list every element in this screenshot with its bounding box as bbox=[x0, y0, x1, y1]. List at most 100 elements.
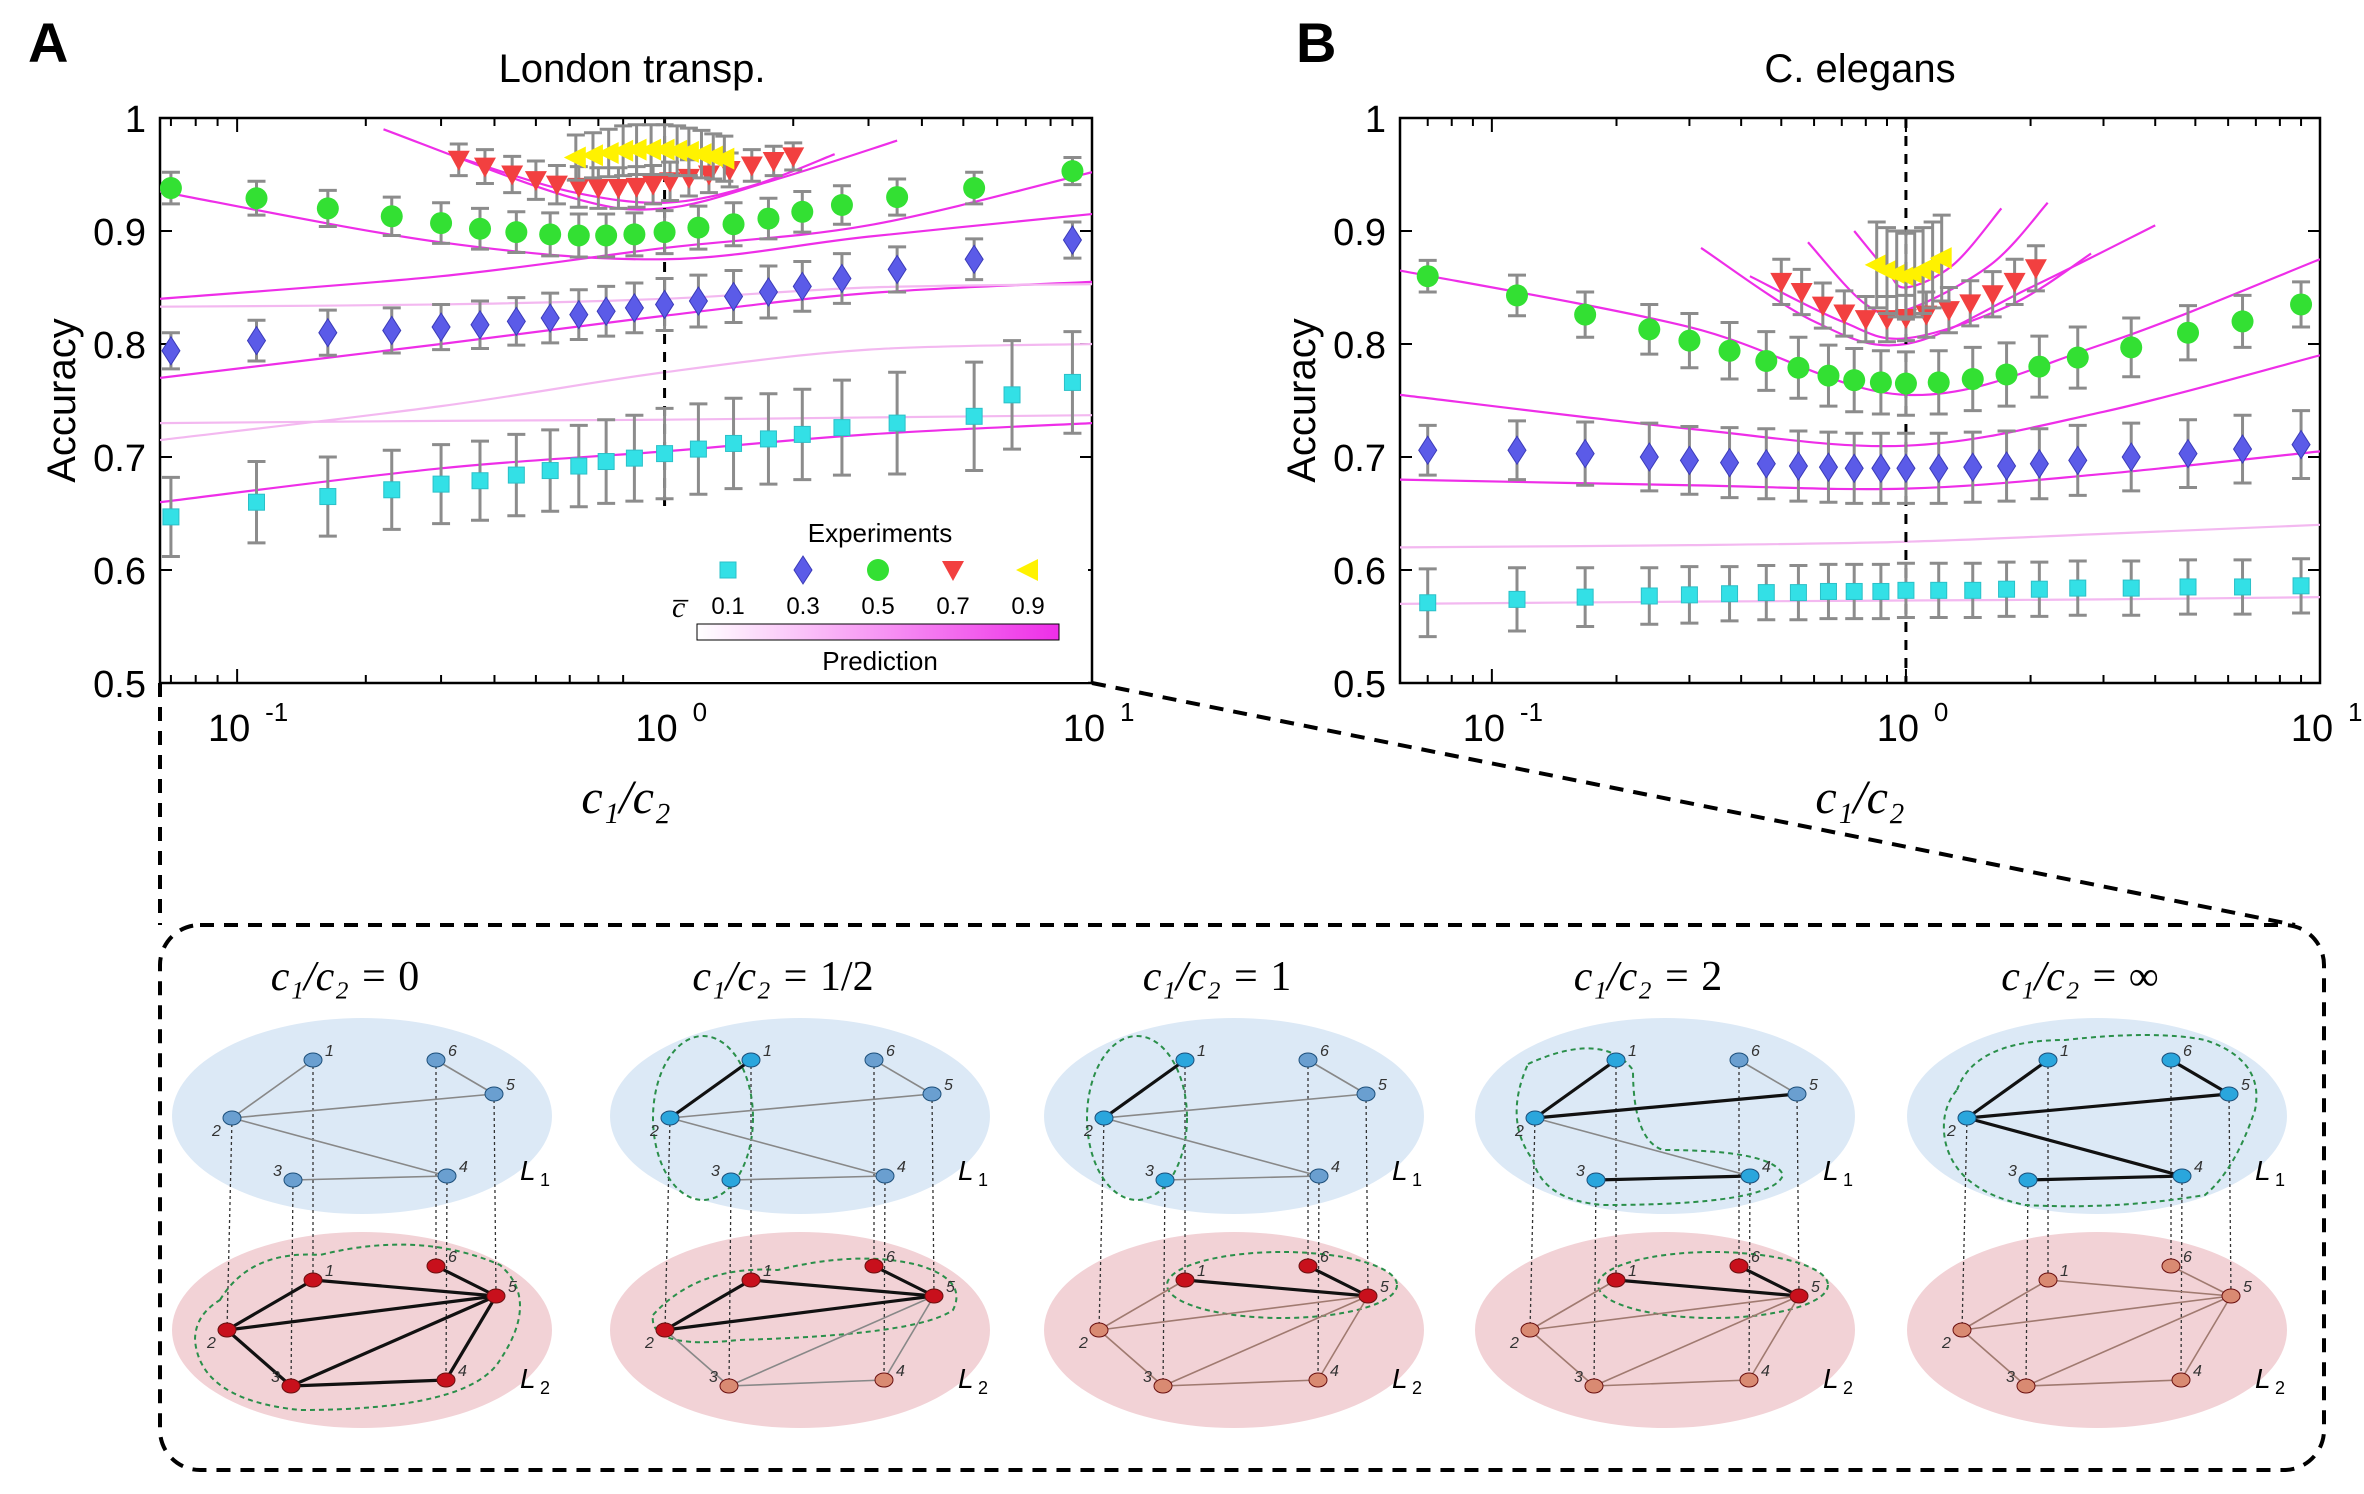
data-point-0.7 bbox=[762, 151, 785, 172]
node-id: 6 bbox=[1320, 1043, 1329, 1060]
layer-2-edge bbox=[1184, 1278, 1369, 1298]
data-point-0.3 bbox=[1639, 442, 1659, 472]
layer-1-edge bbox=[1103, 1093, 1367, 1119]
data-point-0.1 bbox=[383, 481, 401, 499]
layer-1-plane bbox=[1044, 1018, 1424, 1214]
data-point-0.3 bbox=[964, 244, 984, 275]
layer-1-node bbox=[283, 1172, 303, 1188]
layer-2-label: L bbox=[1392, 1363, 1408, 1394]
data-point-0.5 bbox=[653, 221, 676, 244]
data-point-0.5 bbox=[1718, 339, 1741, 362]
data-point-0.7 bbox=[447, 150, 470, 171]
data-point-0.7 bbox=[1854, 310, 1877, 331]
data-point-0.1 bbox=[471, 472, 489, 490]
layer-2-node bbox=[1298, 1258, 1318, 1274]
node-id: 5 bbox=[1809, 1077, 1818, 1094]
layer-2-node bbox=[2038, 1272, 2058, 1288]
interlayer-link bbox=[664, 1117, 671, 1331]
data-point-0.3 bbox=[470, 309, 490, 340]
zoom-connectors bbox=[158, 681, 2296, 927]
layer-2-edge bbox=[1738, 1264, 1800, 1298]
data-point-0.5 bbox=[2290, 293, 2313, 316]
legend-marker-0.5 bbox=[867, 559, 889, 581]
node-id: 1 bbox=[325, 1263, 334, 1280]
data-point-0.1 bbox=[162, 508, 180, 526]
layer-1-edge bbox=[1966, 1092, 2230, 1120]
legend-bg bbox=[640, 510, 1088, 682]
x-tick-label: 10 bbox=[208, 708, 250, 750]
data-point-0.9 bbox=[676, 140, 699, 163]
legend-value: 0.3 bbox=[786, 593, 819, 620]
data-point-0.1 bbox=[1964, 581, 1982, 599]
node-id: 1 bbox=[325, 1043, 334, 1060]
data-point-0.3 bbox=[431, 312, 451, 342]
layer-1-node bbox=[426, 1052, 446, 1068]
data-point-0.3 bbox=[1062, 225, 1083, 255]
layer-2-plane bbox=[610, 1232, 990, 1428]
layer-2-node bbox=[924, 1288, 944, 1304]
chart-title: C. elegans bbox=[1764, 47, 1955, 91]
prediction-curve-0.3b bbox=[160, 280, 1092, 379]
layer-1-plane bbox=[610, 1018, 990, 1214]
data-point-0.5 bbox=[791, 200, 814, 223]
data-point-0.3 bbox=[596, 296, 616, 327]
data-point-0.5 bbox=[2066, 346, 2089, 369]
layer-1-edge bbox=[1534, 1092, 1798, 1120]
layer-2-node bbox=[303, 1272, 323, 1288]
layer-2-node bbox=[1358, 1288, 1378, 1304]
legend-marker-0.9 bbox=[1016, 559, 1038, 581]
data-point-0.7 bbox=[677, 168, 700, 189]
y-axis-label: Accuracy bbox=[40, 318, 84, 483]
data-point-0.5 bbox=[595, 224, 618, 247]
layer-2-edge bbox=[226, 1278, 314, 1332]
data-point-0.3 bbox=[758, 277, 779, 307]
layer-1-subscript: 1 bbox=[1843, 1170, 1853, 1190]
data-point-0.7 bbox=[740, 156, 763, 177]
layer-1-node bbox=[1155, 1172, 1175, 1188]
data-point-0.3 bbox=[2232, 434, 2253, 465]
layer-2-node bbox=[719, 1378, 739, 1394]
layer-1-label: L bbox=[1823, 1155, 1839, 1186]
data-point-0.1 bbox=[1872, 582, 1890, 600]
data-point-0.7 bbox=[642, 175, 665, 196]
layer-1-edge bbox=[730, 1175, 886, 1181]
layer-1-node bbox=[1729, 1052, 1749, 1068]
data-point-0.9 bbox=[611, 139, 634, 162]
data-point-0.9 bbox=[701, 145, 724, 168]
layer-2-edge bbox=[1307, 1264, 1369, 1298]
layer-1-node bbox=[1309, 1168, 1329, 1184]
node-id: 1 bbox=[1628, 1043, 1637, 1060]
data-point-0.5 bbox=[1869, 371, 1892, 394]
data-point-0.5 bbox=[1927, 371, 1950, 394]
node-id: 4 bbox=[2194, 1159, 2203, 1176]
legend-title: Experiments bbox=[808, 518, 953, 548]
node-id: 5 bbox=[2241, 1077, 2250, 1094]
layer-1-edge bbox=[669, 1093, 933, 1119]
data-point-0.9 bbox=[689, 143, 712, 166]
layer-2-node bbox=[1584, 1378, 1604, 1394]
layer-2-node bbox=[281, 1378, 301, 1394]
layer-2-node bbox=[1089, 1322, 1109, 1338]
data-point-0.1 bbox=[725, 434, 743, 452]
layer-2-edge bbox=[728, 1379, 885, 1387]
data-point-0.5 bbox=[539, 223, 562, 246]
layer-1-node bbox=[1525, 1110, 1545, 1126]
node-id: 3 bbox=[1145, 1163, 1154, 1180]
layer-2-node bbox=[874, 1372, 894, 1388]
layer-2-edge bbox=[225, 1328, 293, 1388]
layer-2-edge bbox=[1961, 1329, 2027, 1387]
layer-2-node bbox=[1606, 1272, 1626, 1288]
data-point-0.5 bbox=[722, 213, 745, 236]
data-point-0.1 bbox=[2292, 577, 2310, 595]
prediction-colorbar bbox=[696, 623, 1060, 641]
layer-1-node bbox=[2161, 1052, 2181, 1068]
data-point-0.1 bbox=[1757, 584, 1775, 602]
data-point-0.5 bbox=[1416, 265, 1439, 288]
y-tick-label: 0.6 bbox=[93, 551, 146, 593]
data-point-0.3 bbox=[540, 303, 560, 333]
layer-2-label: L bbox=[2255, 1363, 2271, 1394]
node-id: 2 bbox=[1946, 1123, 1956, 1140]
